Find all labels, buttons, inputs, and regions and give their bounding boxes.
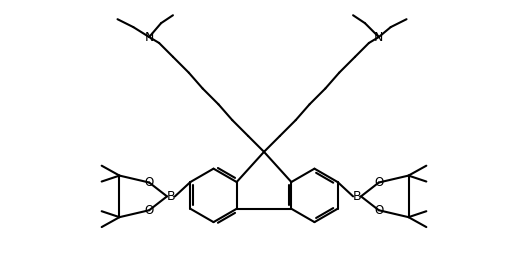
Text: N: N	[145, 30, 154, 44]
Text: B: B	[167, 190, 175, 203]
Text: N: N	[374, 30, 383, 44]
Text: B: B	[353, 190, 361, 203]
Text: O: O	[145, 176, 154, 189]
Text: O: O	[374, 176, 383, 189]
Text: O: O	[374, 204, 383, 217]
Text: O: O	[145, 204, 154, 217]
